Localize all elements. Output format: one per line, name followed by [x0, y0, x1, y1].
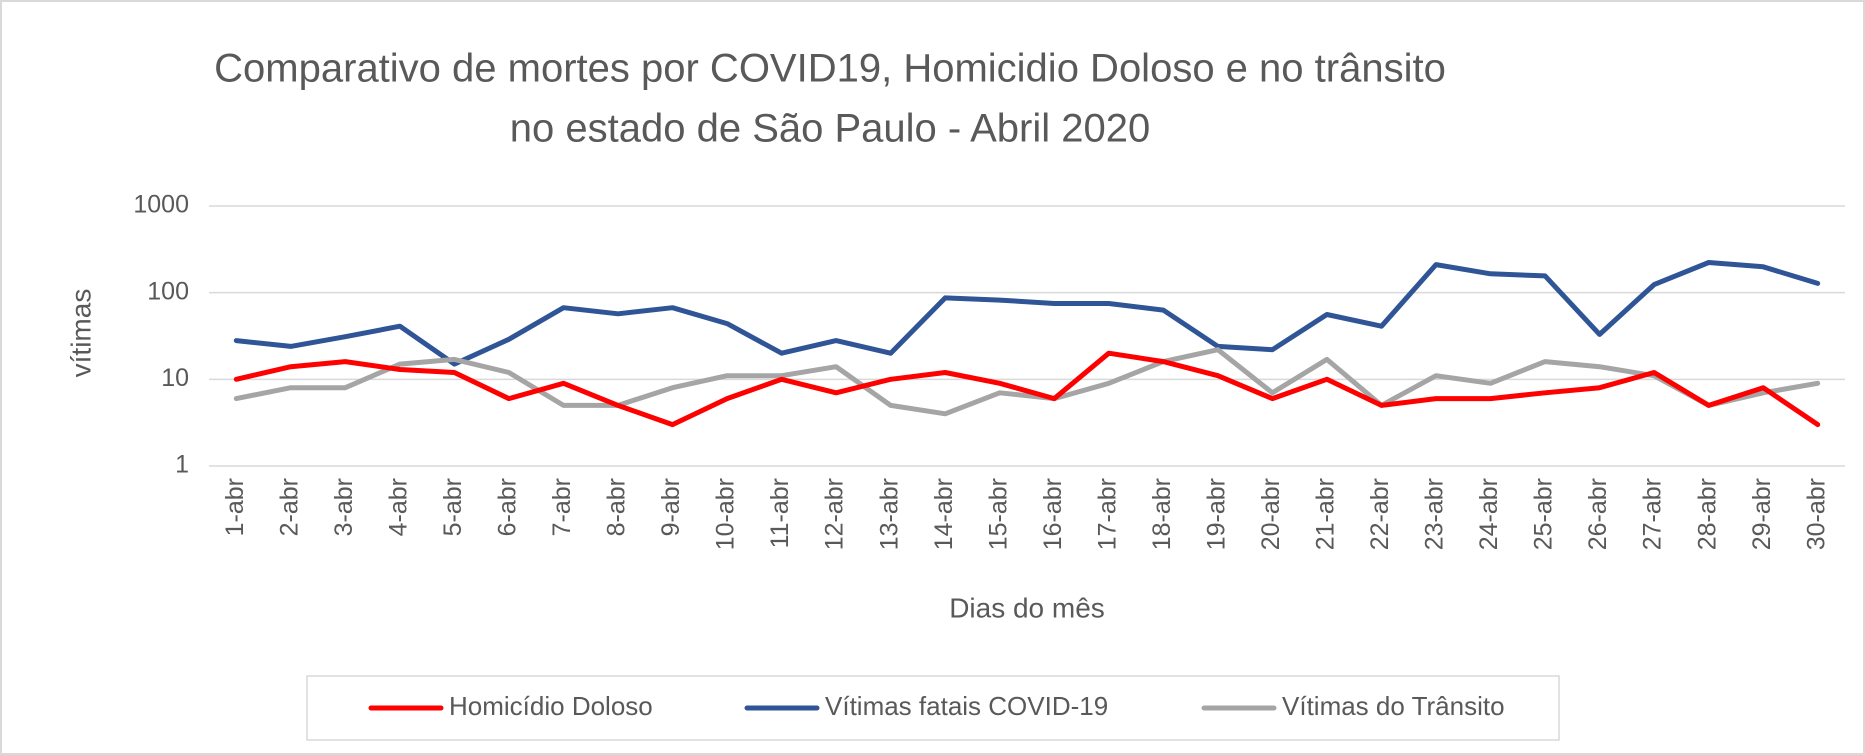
- x-tick-label: 11-abr: [766, 478, 794, 548]
- x-tick-label: 8-abr: [603, 478, 631, 536]
- chart-title: no estado de São Paulo - Abril 2020: [510, 107, 1150, 151]
- legend: [306, 675, 1560, 741]
- legend-label: Homicídio Doloso: [449, 691, 653, 721]
- y-tick-label: 1: [175, 451, 189, 479]
- x-tick-label: 17-abr: [1093, 478, 1121, 550]
- x-axis-label: Dias do mês: [949, 592, 1105, 623]
- x-tick-label: 19-abr: [1202, 478, 1230, 550]
- x-tick-label: 16-abr: [1039, 478, 1067, 550]
- x-tick-label: 24-abr: [1475, 478, 1503, 550]
- x-tick-label: 1-abr: [221, 478, 249, 536]
- chart-title: Comparativo de mortes por COVID19, Homic…: [214, 47, 1446, 91]
- x-tick-label: 27-abr: [1639, 478, 1667, 550]
- x-tick-label: 21-abr: [1312, 478, 1340, 550]
- x-tick-label: 2-abr: [275, 478, 303, 536]
- x-tick-label: 15-abr: [984, 478, 1012, 550]
- legend-label: Vítimas do Trânsito: [1282, 691, 1505, 721]
- legend-label: Vítimas fatais COVID-19: [825, 691, 1108, 721]
- y-tick-label: 10: [161, 364, 189, 392]
- x-tick-label: 12-abr: [821, 478, 849, 550]
- y-tick-label: 1000: [133, 191, 189, 219]
- series-line: [233, 350, 1821, 428]
- x-tick-label: 29-abr: [1748, 478, 1776, 550]
- x-tick-label: 14-abr: [930, 478, 958, 550]
- series-line: [233, 260, 1821, 367]
- x-tick-label: 4-abr: [384, 478, 412, 536]
- x-tick-label: 9-abr: [657, 478, 685, 536]
- x-tick-label: 5-abr: [439, 478, 467, 536]
- x-tick-label: 25-abr: [1530, 478, 1558, 550]
- x-tick-label: 30-abr: [1802, 478, 1830, 550]
- x-tick-label: 13-abr: [875, 478, 903, 550]
- x-tick-label: 6-abr: [494, 478, 522, 536]
- x-tick-label: 23-abr: [1421, 478, 1449, 550]
- x-tick-label: 10-abr: [712, 478, 740, 550]
- x-tick-label: 3-abr: [330, 478, 358, 536]
- x-tick-label: 28-abr: [1693, 478, 1721, 550]
- x-tick-label: 22-abr: [1366, 478, 1394, 550]
- series-line: [233, 347, 1821, 417]
- x-tick-label: 7-abr: [548, 478, 576, 536]
- y-tick-label: 100: [147, 277, 189, 305]
- x-tick-label: 18-abr: [1148, 478, 1176, 550]
- x-tick-label: 20-abr: [1257, 478, 1285, 550]
- x-tick-label: 26-abr: [1584, 478, 1612, 550]
- y-axis-label: vítimas: [65, 289, 96, 378]
